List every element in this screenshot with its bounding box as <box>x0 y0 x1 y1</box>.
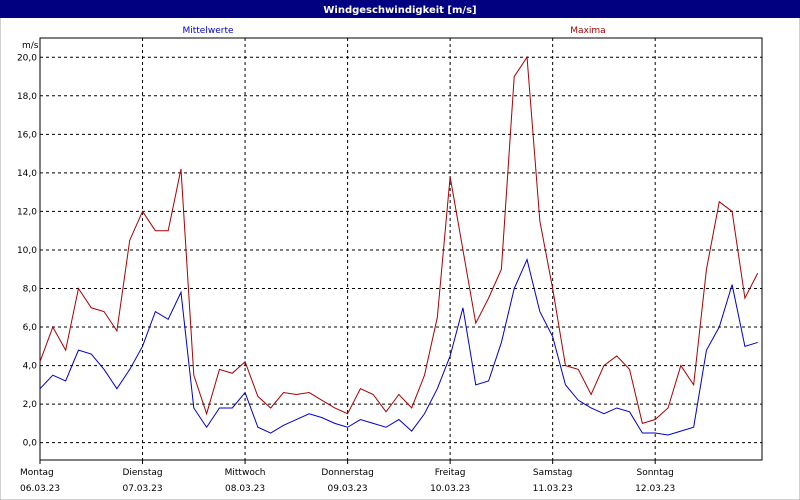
y-tick-label: 2,0 <box>23 400 38 410</box>
y-tick-label: 8,0 <box>23 285 38 295</box>
plot-area <box>39 37 763 461</box>
y-axis-label: m/s <box>22 41 39 51</box>
x-tick-date: 06.03.23 <box>20 484 60 494</box>
y-tick-label: 20,0 <box>17 53 37 63</box>
y-tick-label: 18,0 <box>17 92 37 102</box>
x-tick-date: 08.03.23 <box>225 484 265 494</box>
x-tick-label: Samstag <box>533 468 572 478</box>
x-tick-date: 09.03.23 <box>328 484 368 494</box>
y-tick-label: 12,0 <box>17 207 37 217</box>
x-tick-label: Freitag <box>435 468 466 478</box>
x-tick-label: Donnerstag <box>321 468 374 478</box>
legend-label: Mittelwerte <box>182 26 233 36</box>
y-tick-label: 4,0 <box>23 362 38 372</box>
y-tick-label: 6,0 <box>23 323 38 333</box>
legend-label: Maxima <box>570 26 605 36</box>
x-tick-label: Dienstag <box>122 468 162 478</box>
y-tick-label: 10,0 <box>17 246 37 256</box>
x-tick-date: 12.03.23 <box>635 484 675 494</box>
x-tick-date: 07.03.23 <box>122 484 162 494</box>
y-tick-label: 14,0 <box>17 169 37 179</box>
x-tick-label: Sonntag <box>636 468 673 478</box>
x-tick-date: 11.03.23 <box>533 484 573 494</box>
x-tick-date: 10.03.23 <box>430 484 470 494</box>
series-line <box>39 258 758 436</box>
y-tick-label: 16,0 <box>17 130 37 140</box>
x-tick-label: Mittwoch <box>225 468 266 478</box>
y-tick-label: 0,0 <box>23 439 38 449</box>
x-tick-label: Montag <box>20 468 54 478</box>
series-line <box>39 55 759 425</box>
chart-title: Windgeschwindigkeit [m/s] <box>323 5 476 16</box>
title-bar <box>0 0 800 18</box>
